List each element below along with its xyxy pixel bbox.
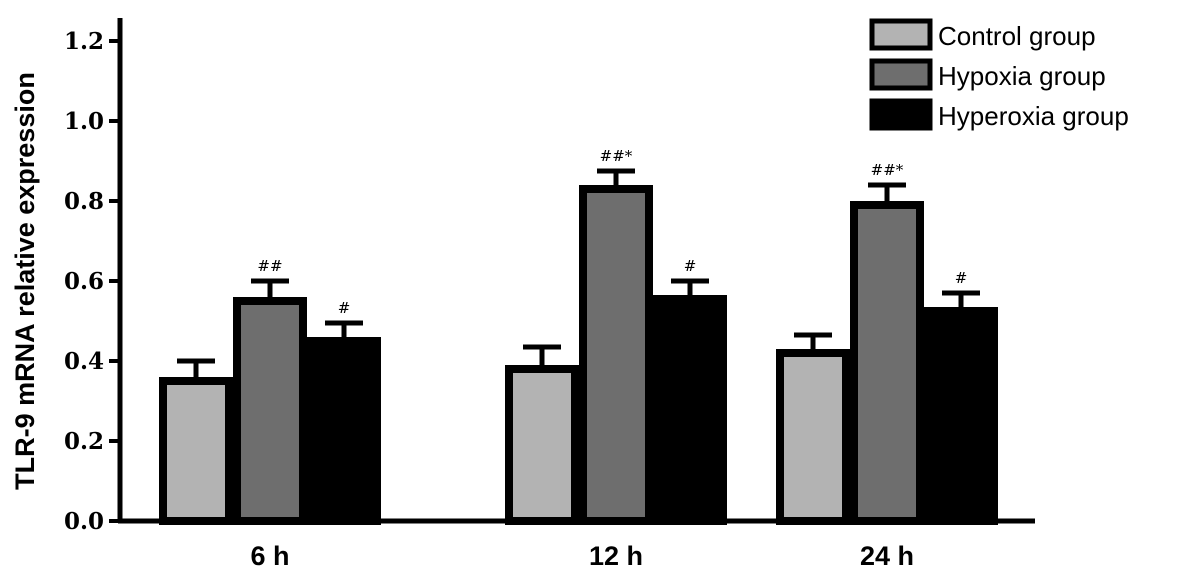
legend-label: Hypoxia group [938,61,1106,91]
bars: #####*###*# [159,147,998,525]
x-axis-labels: 6 h 12 h 24 h [250,541,914,571]
y-axis-label: TLR-9 mRNA relative expression [10,72,40,490]
y-tick-label: 0.2 [64,428,104,455]
bar [307,337,381,525]
x-category-label: 12 h [589,541,643,571]
bar [776,349,850,525]
x-category-label: 6 h [250,541,289,571]
legend-label: Hyperoxia group [938,101,1129,131]
y-tick-label: 0.0 [64,508,104,535]
bar [850,201,924,525]
significance-annotation: # [684,257,697,275]
significance-annotation: # [338,299,351,317]
y-tick-label: 0.4 [64,348,104,375]
legend-swatch [869,18,933,51]
legend-swatch [869,58,933,91]
legend-label: Control group [938,21,1096,51]
y-tick-label: 0.6 [64,268,104,295]
significance-annotation: # [955,269,968,287]
significance-annotation: ##* [871,161,904,179]
x-category-label: 24 h [860,541,914,571]
bar [159,377,233,525]
y-axis-ticks: 0.0 0.2 0.4 0.6 0.8 1.0 1.2 [64,28,120,535]
bar [924,307,998,525]
bar [579,185,653,525]
bar [653,295,727,525]
legend: Control group Hypoxia group Hyperoxia grou… [869,18,1129,131]
axes [117,18,1035,524]
significance-annotation: ##* [600,147,633,165]
bar [233,297,307,525]
y-tick-label: 1.0 [64,108,104,135]
y-tick-label: 1.2 [64,28,104,55]
y-axis-label-group: TLR-9 mRNA relative expression [10,72,40,490]
significance-annotation: ## [257,257,282,275]
legend-swatch [869,98,933,131]
y-tick-label: 0.8 [64,188,104,215]
bar [505,365,579,525]
